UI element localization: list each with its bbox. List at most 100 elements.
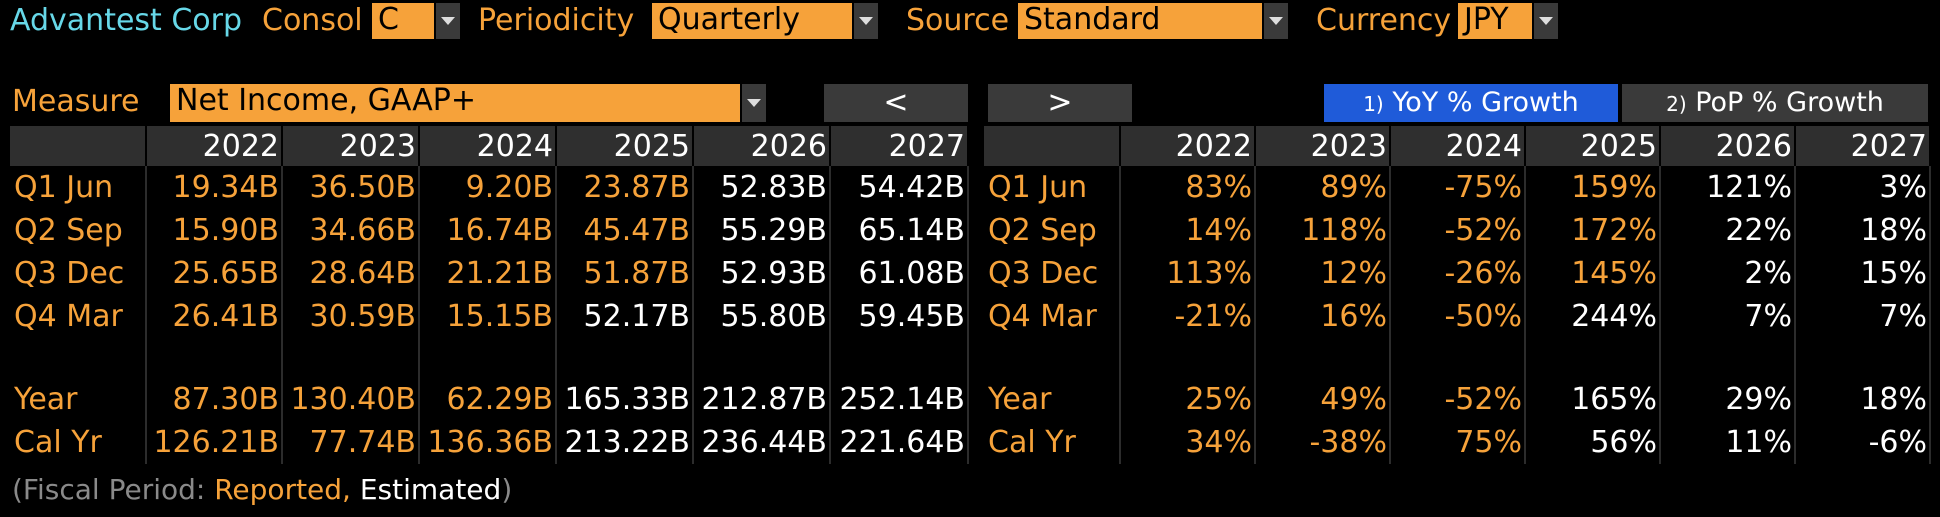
table-cell[interactable]: 62.29B [419, 378, 557, 421]
table-cell[interactable]: 49% [1255, 378, 1391, 421]
table-cell[interactable]: 52.17B [556, 295, 694, 338]
table-cell[interactable]: -50% [1390, 295, 1526, 338]
table-cell[interactable]: -26% [1390, 252, 1526, 295]
table-cell[interactable]: 15% [1795, 252, 1931, 295]
table-cell[interactable]: 145% [1525, 252, 1661, 295]
spacer-cell [419, 338, 557, 378]
periodicity-dropdown-button[interactable] [852, 3, 878, 39]
table-cell[interactable]: 21.21B [419, 252, 557, 295]
table-cell[interactable]: 30.59B [282, 295, 420, 338]
legend-open: (Fiscal Period: [12, 473, 215, 506]
table-cell[interactable]: -75% [1390, 166, 1526, 209]
table-cell[interactable]: 22% [1660, 209, 1796, 252]
table-cell[interactable]: 87.30B [146, 378, 283, 421]
table-cell[interactable]: 244% [1525, 295, 1661, 338]
table-cell[interactable]: -21% [1120, 295, 1256, 338]
table-cell[interactable]: 236.44B [693, 421, 831, 464]
tab-yoy-growth[interactable]: 1) YoY % Growth [1324, 84, 1618, 122]
row-label: Q2 Sep [984, 209, 1121, 252]
table-cell[interactable]: 89% [1255, 166, 1391, 209]
table-cell[interactable]: 18% [1795, 378, 1931, 421]
year-header: 2024 [419, 126, 557, 166]
measure-dropdown-button[interactable] [740, 84, 766, 122]
table-cell[interactable]: 118% [1255, 209, 1391, 252]
periodicity-label: Periodicity [478, 3, 635, 38]
table-cell[interactable]: 252.14B [830, 378, 969, 421]
periodicity-field[interactable]: Quarterly [652, 3, 852, 39]
table-cell[interactable]: 165.33B [556, 378, 694, 421]
spacer-cell [830, 338, 969, 378]
currency-dropdown-button[interactable] [1532, 3, 1558, 39]
table-cell[interactable]: -52% [1390, 209, 1526, 252]
measure-field[interactable]: Net Income, GAAP+ [170, 84, 740, 122]
table-cell[interactable]: 130.40B [282, 378, 420, 421]
table-cell[interactable]: 59.45B [830, 295, 969, 338]
table-cell[interactable]: 9.20B [419, 166, 557, 209]
table-cell[interactable]: 45.47B [556, 209, 694, 252]
table-cell[interactable]: 165% [1525, 378, 1661, 421]
table-cell[interactable]: 55.80B [693, 295, 831, 338]
table-cell[interactable]: 19.34B [146, 166, 283, 209]
table-cell[interactable]: -38% [1255, 421, 1391, 464]
currency-field[interactable]: JPY [1458, 3, 1532, 39]
tab-pop-growth[interactable]: 2) PoP % Growth [1622, 84, 1928, 122]
source-dropdown-button[interactable] [1262, 3, 1288, 39]
table-cell[interactable]: 61.08B [830, 252, 969, 295]
table-cell[interactable]: 113% [1120, 252, 1256, 295]
table-cell[interactable]: 34% [1120, 421, 1256, 464]
table-cell[interactable]: 213.22B [556, 421, 694, 464]
table-cell[interactable]: -6% [1795, 421, 1931, 464]
table-cell[interactable]: 126.21B [146, 421, 283, 464]
table-cell[interactable]: 26.41B [146, 295, 283, 338]
table-cell[interactable]: 14% [1120, 209, 1256, 252]
table-cell[interactable]: 34.66B [282, 209, 420, 252]
table-cell[interactable]: 11% [1660, 421, 1796, 464]
table-cell[interactable]: 52.93B [693, 252, 831, 295]
table-cell[interactable]: 212.87B [693, 378, 831, 421]
table-cell[interactable]: 36.50B [282, 166, 420, 209]
table-row: Q1 Jun 83% 89% -75% 159% 121% 3% [984, 166, 1931, 209]
table-cell[interactable]: 52.83B [693, 166, 831, 209]
table-cell[interactable]: 56% [1525, 421, 1661, 464]
table-cell[interactable]: 15.15B [419, 295, 557, 338]
table-cell[interactable]: 23.87B [556, 166, 694, 209]
table-cell[interactable]: 136.36B [419, 421, 557, 464]
table-cell[interactable]: 28.64B [282, 252, 420, 295]
table-cell[interactable]: 54.42B [830, 166, 969, 209]
table-cell[interactable]: 16.74B [419, 209, 557, 252]
table-row: Q4 Mar 26.41B 30.59B 15.15B 52.17B 55.80B 59.4… [10, 295, 969, 338]
table-cell[interactable]: 18% [1795, 209, 1931, 252]
table-cell[interactable]: -52% [1390, 378, 1526, 421]
table-cell[interactable]: 172% [1525, 209, 1661, 252]
consol-field[interactable]: C [372, 3, 434, 39]
table-cell[interactable]: 75% [1390, 421, 1526, 464]
table-cell[interactable]: 16% [1255, 295, 1391, 338]
table-cell[interactable]: 51.87B [556, 252, 694, 295]
table-cell[interactable]: 55.29B [693, 209, 831, 252]
table-cell[interactable]: 7% [1795, 295, 1931, 338]
tab-pop-number: 2) [1666, 92, 1687, 116]
source-field[interactable]: Standard [1018, 3, 1262, 39]
table-cell[interactable]: 121% [1660, 166, 1796, 209]
table-cell[interactable]: 2% [1660, 252, 1796, 295]
table-cell[interactable]: 25.65B [146, 252, 283, 295]
table-cell[interactable]: 15.90B [146, 209, 283, 252]
table-cell[interactable]: 83% [1120, 166, 1256, 209]
spacer-cell [282, 338, 420, 378]
table-cell[interactable]: 25% [1120, 378, 1256, 421]
table-cell[interactable]: 29% [1660, 378, 1796, 421]
table-cell[interactable]: 77.74B [282, 421, 420, 464]
row-label: Q4 Mar [10, 295, 147, 338]
table-cell[interactable]: 12% [1255, 252, 1391, 295]
header-corner [984, 126, 1121, 166]
consol-dropdown-button[interactable] [434, 3, 460, 39]
next-period-button[interactable]: > [988, 84, 1132, 122]
table-cell[interactable]: 7% [1660, 295, 1796, 338]
table-cell[interactable]: 65.14B [830, 209, 969, 252]
table-cell[interactable]: 159% [1525, 166, 1661, 209]
table-cell[interactable]: 221.64B [830, 421, 969, 464]
legend-estimated: Estimated [350, 473, 502, 506]
prev-period-button[interactable]: < [824, 84, 968, 122]
year-header: 2022 [1120, 126, 1256, 166]
table-cell[interactable]: 3% [1795, 166, 1931, 209]
